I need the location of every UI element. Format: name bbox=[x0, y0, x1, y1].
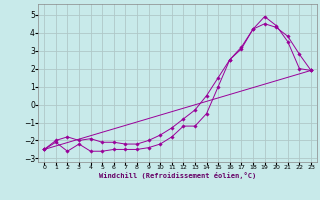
X-axis label: Windchill (Refroidissement éolien,°C): Windchill (Refroidissement éolien,°C) bbox=[99, 172, 256, 179]
